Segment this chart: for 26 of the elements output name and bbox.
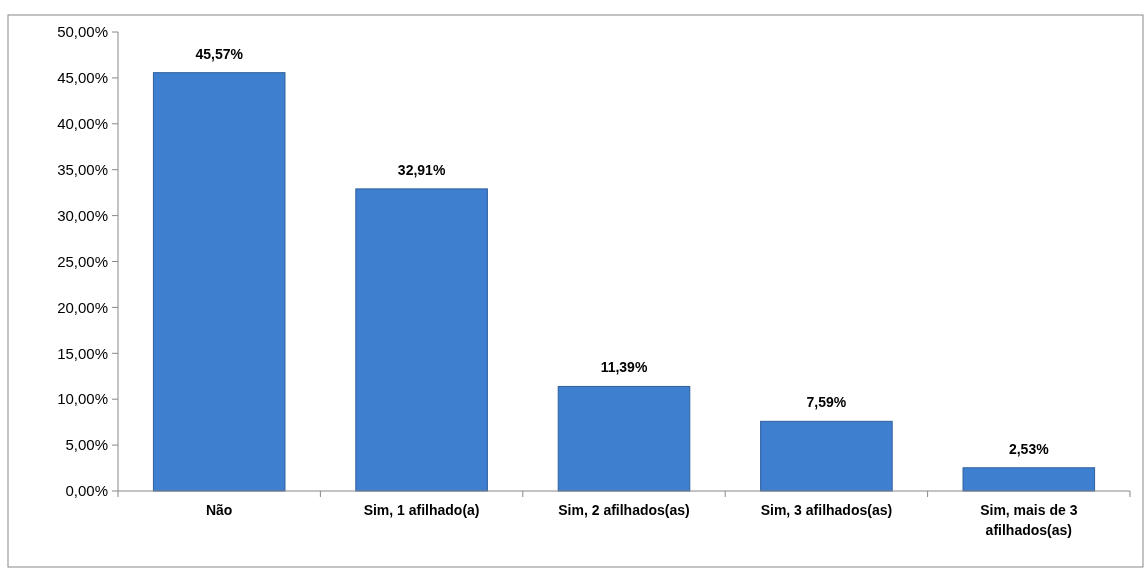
- y-tick-label: 35,00%: [57, 160, 108, 178]
- data-label: 32,91%: [397, 161, 446, 178]
- bar: [760, 420, 893, 492]
- bar: [152, 72, 286, 492]
- y-tick-label: 45,00%: [57, 69, 108, 87]
- y-tick-label: 10,00%: [57, 390, 108, 408]
- y-tick-label: 50,00%: [57, 23, 108, 41]
- y-tick-label: 20,00%: [57, 298, 108, 316]
- x-tick-label: Sim, 1 afilhado(a): [363, 502, 480, 518]
- data-label: 2,53%: [1008, 440, 1050, 457]
- data-label: 11,39%: [600, 359, 648, 376]
- y-tick-label: 15,00%: [57, 344, 108, 362]
- y-tick-label: 5,00%: [65, 436, 108, 454]
- x-tick-label: Sim, 2 afilhados(as): [558, 502, 690, 518]
- bar: [962, 467, 1096, 492]
- y-tick-label: 40,00%: [57, 115, 108, 133]
- x-tick-label: Sim, 3 afilhados(as): [760, 502, 893, 518]
- x-tick-label: Não: [205, 502, 233, 518]
- bar: [355, 188, 488, 492]
- y-tick-label: 25,00%: [57, 252, 108, 270]
- data-label: 7,59%: [806, 394, 847, 411]
- data-label: 45,57%: [195, 45, 244, 62]
- y-tick-label: 30,00%: [57, 206, 108, 224]
- x-tick-label: Sim, mais de 3 afilhados(as): [980, 502, 1078, 538]
- bar: [557, 385, 691, 492]
- y-tick-label: 0,00%: [65, 482, 108, 500]
